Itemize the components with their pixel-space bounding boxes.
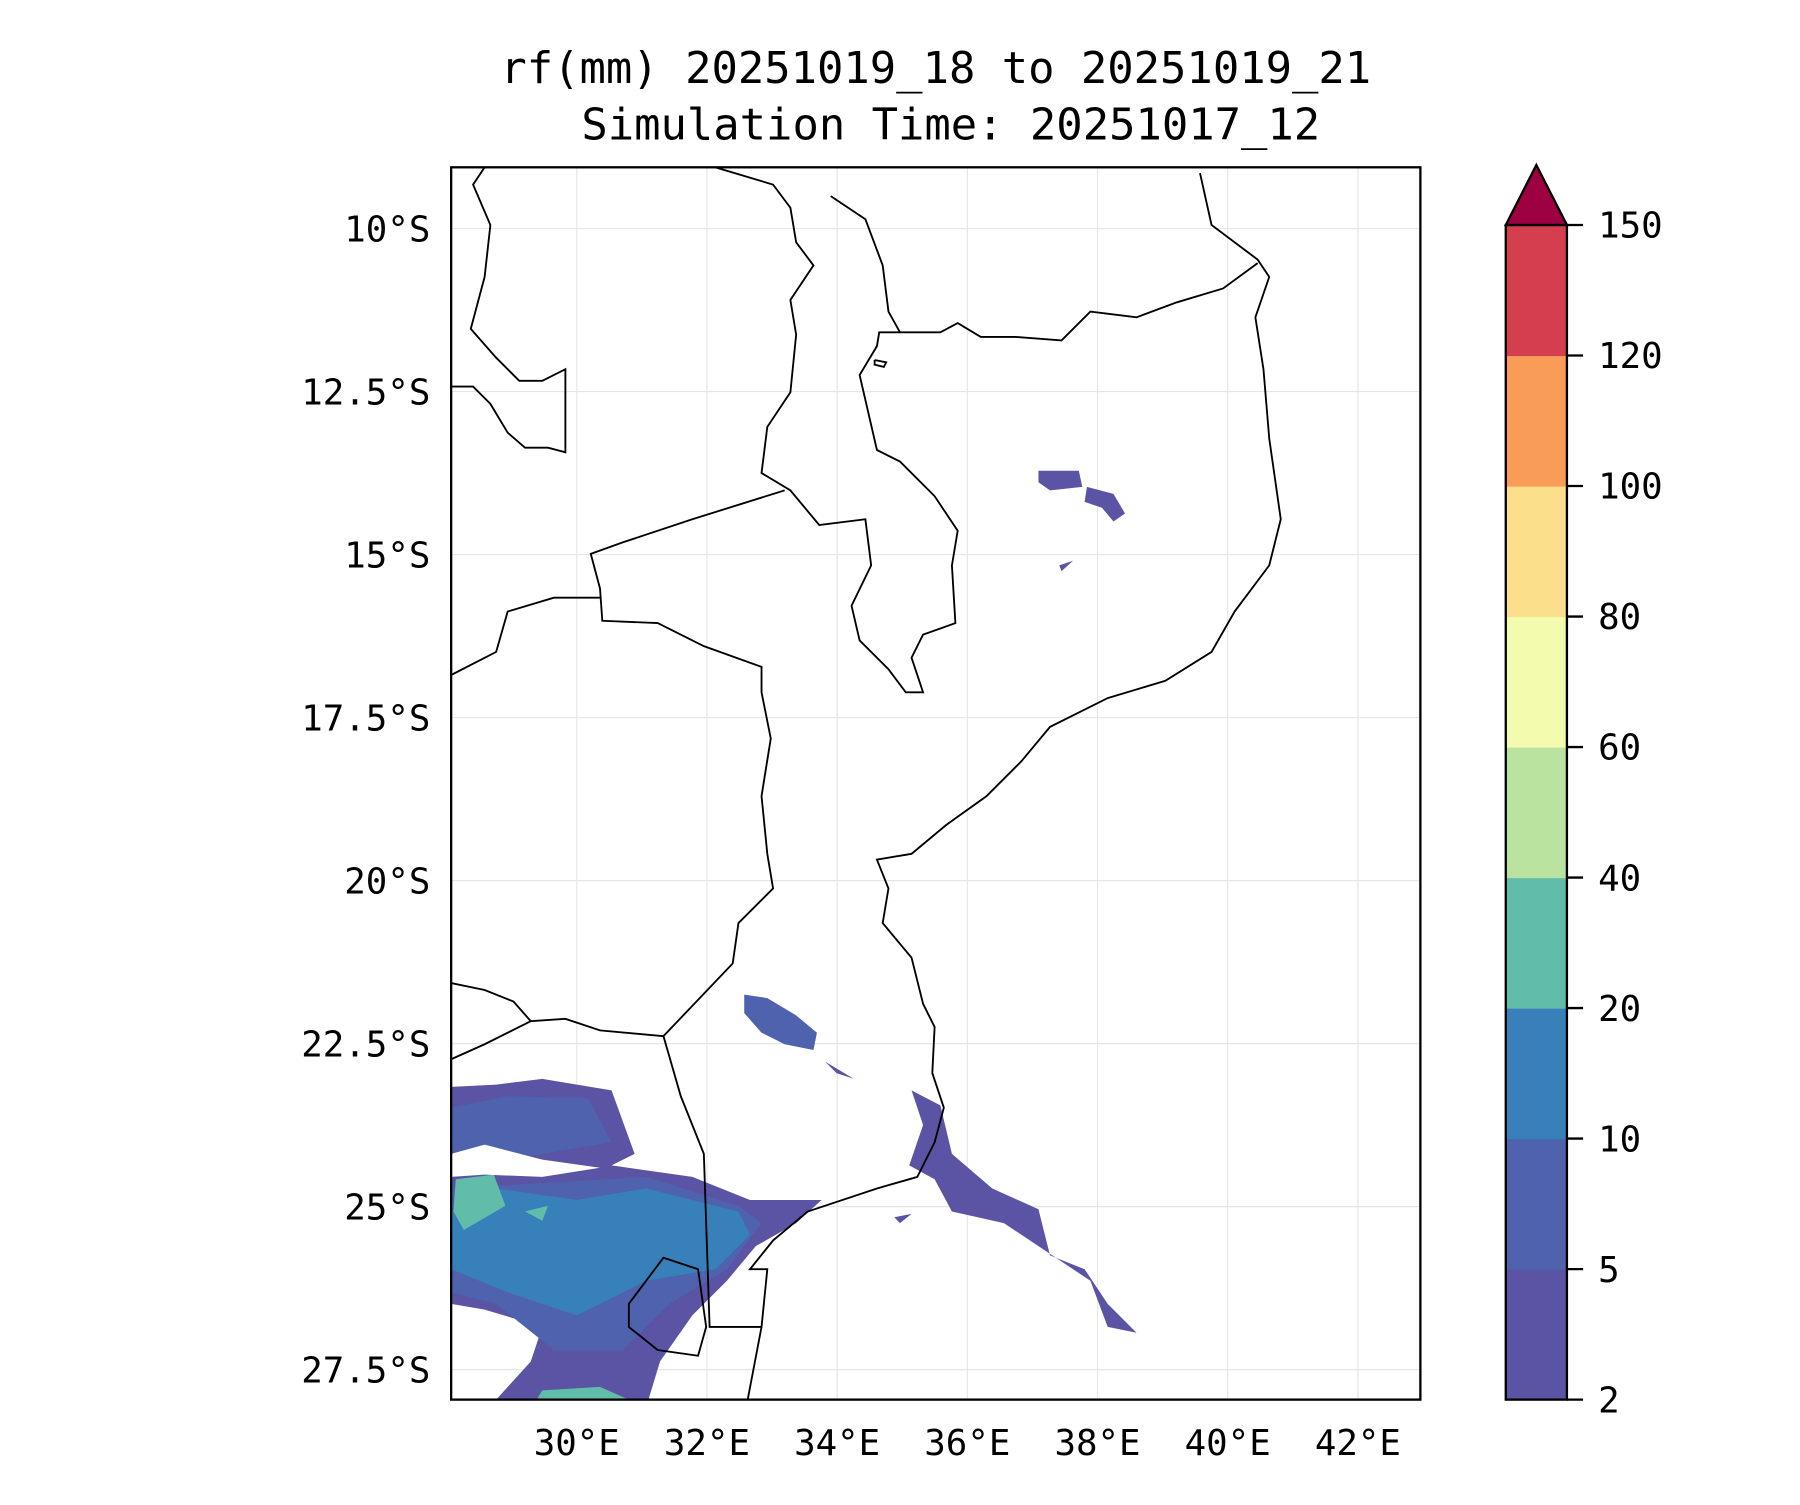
lake-malawi-island <box>873 359 888 368</box>
rainfall-fields <box>451 470 1137 1400</box>
map-frame <box>450 166 1422 1401</box>
gridlines <box>451 167 1421 1400</box>
border-botswana <box>451 1020 532 1061</box>
rain-blob-central-moz <box>744 994 817 1050</box>
x-axis-ticks: 30°E 32°E 34°E 36°E 38°E 40°E 42°E <box>534 1423 1401 1464</box>
rain-blob-north-moz <box>1038 470 1125 572</box>
border-zimbabwe-south-africa <box>451 982 664 1038</box>
colorbar: 2 5 10 20 40 60 80 100 120 150 <box>1503 162 1663 1421</box>
y-tick-label: 20°S <box>344 861 430 902</box>
y-tick-label: 17.5°S <box>301 698 430 739</box>
border-tanzania-mozambique <box>715 167 1259 694</box>
colorbar-tick-label: 10 <box>1598 1119 1641 1160</box>
colorbar-segment <box>1505 1008 1567 1140</box>
border-zambia-zimbabwe-mozambique <box>589 489 785 1328</box>
x-tick-label: 30°E <box>534 1423 620 1464</box>
rain-area-10-20mm <box>451 1188 750 1316</box>
chart-title-line1: rf(mm) 20251019_18 to 20251019_21 <box>500 43 1371 94</box>
y-axis-ticks: 10°S 12.5°S 15°S 17.5°S 20°S 22.5°S 25°S 27.5°S <box>301 209 430 1391</box>
rain-area-white-gap <box>451 1144 600 1341</box>
chart-title-line2: Simulation Time: 20251017_12 <box>581 100 1320 151</box>
colorbar-frame <box>1504 223 1569 1401</box>
x-tick-label: 38°E <box>1054 1423 1140 1464</box>
colorbar-segment <box>1505 1269 1567 1401</box>
x-tick-label: 32°E <box>664 1423 750 1464</box>
colorbar-segment <box>1505 1138 1567 1270</box>
y-tick-label: 25°S <box>344 1187 430 1228</box>
colorbar-segment <box>1505 225 1567 357</box>
y-tick-label: 10°S <box>344 209 430 250</box>
y-tick-label: 15°S <box>344 535 430 576</box>
border-eswatini <box>627 1256 708 1357</box>
colorbar-tick-label: 2 <box>1598 1380 1620 1421</box>
x-tick-label: 40°E <box>1185 1423 1271 1464</box>
colorbar-tick-label: 100 <box>1598 467 1663 508</box>
coastline <box>746 172 1282 1400</box>
y-tick-label: 27.5°S <box>301 1350 430 1391</box>
colorbar-segment <box>1505 355 1567 487</box>
colorbar-tick-label: 5 <box>1598 1250 1620 1291</box>
x-tick-label: 42°E <box>1315 1423 1401 1464</box>
colorbar-tick-label: 150 <box>1598 206 1663 247</box>
colorbar-segment <box>1505 877 1567 1009</box>
coastlines-and-borders <box>451 167 1282 1400</box>
colorbar-tick-label: 80 <box>1598 597 1641 638</box>
colorbar-segment <box>1505 486 1567 618</box>
y-tick-label: 12.5°S <box>301 372 430 413</box>
colorbar-segment <box>1505 616 1567 748</box>
y-tick-label: 22.5°S <box>301 1024 430 1065</box>
rain-area-20-40mm <box>453 1174 629 1400</box>
x-tick-label: 34°E <box>794 1423 880 1464</box>
colorbar-segment <box>1505 747 1567 879</box>
border-drc <box>451 167 567 454</box>
border-malawi-tanzania <box>830 195 901 333</box>
colorbar-tick-label: 60 <box>1598 728 1641 769</box>
colorbar-tick-label: 120 <box>1598 336 1663 377</box>
colorbar-tick-label: 40 <box>1598 858 1641 899</box>
colorbar-extend-arrow <box>1503 162 1569 227</box>
border-zambia-west <box>451 596 600 676</box>
x-tick-label: 36°E <box>924 1423 1010 1464</box>
colorbar-tick-label: 20 <box>1598 989 1641 1030</box>
rain-strip-coastal <box>825 1061 1137 1333</box>
